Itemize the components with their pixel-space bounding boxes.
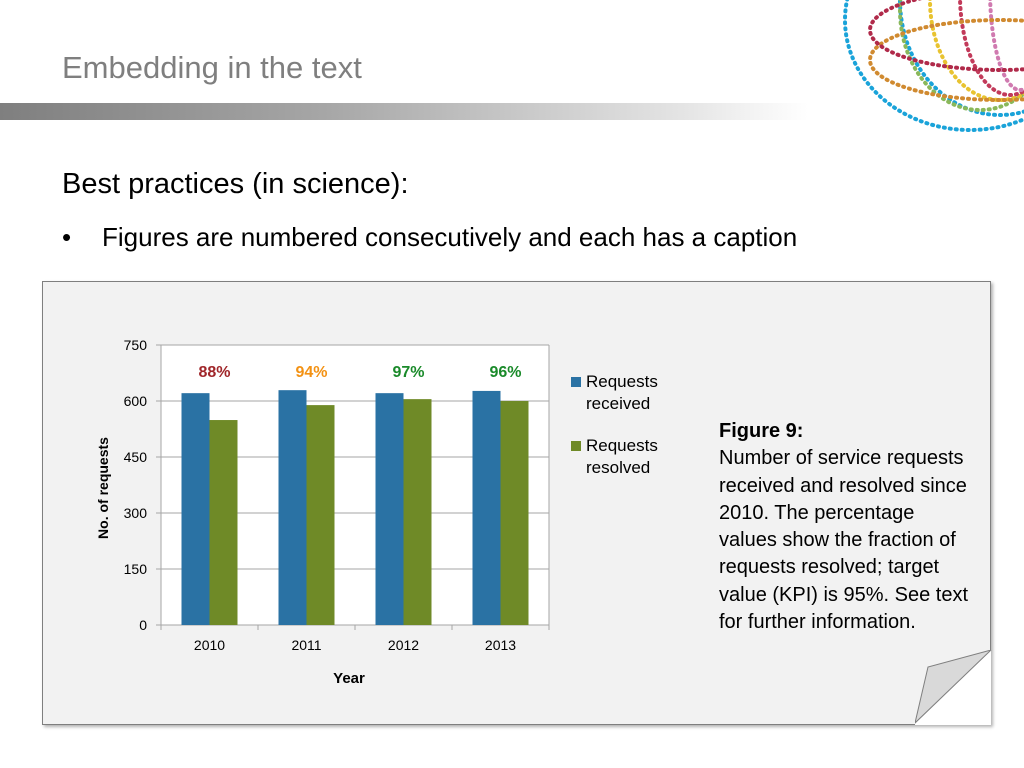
legend-swatch-resolved <box>571 441 581 451</box>
page-curl-corner <box>915 650 992 725</box>
legend-swatch-received <box>571 377 581 387</box>
bullet-item: • Figures are numbered consecutively and … <box>62 222 797 253</box>
legend-label: Requests received <box>586 372 658 413</box>
bullet-text: Figures are numbered consecutively and e… <box>102 222 798 252</box>
caption-label: Figure 9: <box>719 420 804 442</box>
figure-caption: Figure 9: Number of service requests rec… <box>719 418 969 636</box>
decorative-dotted-globe-logo <box>843 0 1024 132</box>
legend-item-received: Requests received <box>571 371 681 415</box>
legend-label: Requests resolved <box>586 436 658 477</box>
slide-title: Embedding in the text <box>62 50 362 85</box>
caption-text: Number of service requests received and … <box>719 447 969 634</box>
bullet-marker: • <box>62 222 72 252</box>
title-divider <box>0 103 808 120</box>
legend-item-resolved: Requests resolved <box>571 435 681 479</box>
chart-legend: Requests received Requests resolved <box>571 371 681 499</box>
section-heading: Best practices (in science): <box>62 168 409 200</box>
